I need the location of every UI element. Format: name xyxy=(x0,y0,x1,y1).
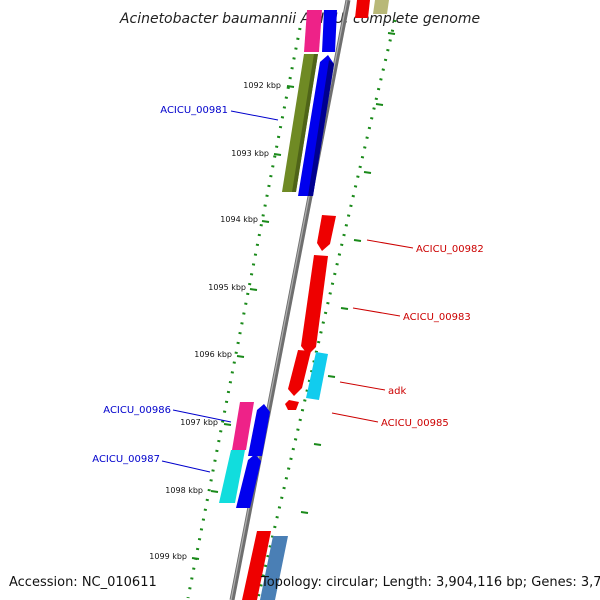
right-major-ticks xyxy=(300,32,396,514)
label-acicu-00982[interactable]: ACICU_00982 xyxy=(416,244,484,255)
kbp-label-1095: 1095 kbp xyxy=(208,283,246,292)
label-acicu-00987[interactable]: ACICU_00987 xyxy=(92,454,160,465)
gene-bottom-steelblue[interactable] xyxy=(260,536,288,600)
map-title: Acinetobacter baumannii ACICU, complete … xyxy=(119,11,480,27)
gene-acicu-00985[interactable] xyxy=(285,400,299,410)
kbp-label-1093: 1093 kbp xyxy=(231,149,269,158)
gene-acicu-00983[interactable] xyxy=(301,255,328,355)
leader-acicu-00985 xyxy=(331,412,379,423)
label-acicu-00986[interactable]: ACICU_00986 xyxy=(103,405,171,416)
label-acicu-00981[interactable]: ACICU_00981 xyxy=(160,105,228,116)
summary-text: Topology: circular; Length: 3,904,116 bp… xyxy=(260,575,600,590)
gene-acicu-00986-bar[interactable] xyxy=(232,402,254,450)
gene-acicu-00982[interactable] xyxy=(317,215,336,251)
accession-text: Accession: NC_010611 xyxy=(9,575,157,590)
leader-adk xyxy=(339,381,386,391)
kbp-label-1097: 1097 kbp xyxy=(180,418,218,427)
kbp-label-1098: 1098 kbp xyxy=(165,486,203,495)
label-adk[interactable]: adk xyxy=(388,386,406,397)
label-acicu-00983[interactable]: ACICU_00983 xyxy=(403,312,471,323)
leader-acicu-00981 xyxy=(230,110,279,121)
leader-acicu-00986 xyxy=(172,409,232,423)
leader-acicu-00983 xyxy=(352,307,401,317)
gene-red-before-adk[interactable] xyxy=(288,350,311,396)
genome-backbone xyxy=(229,0,351,600)
gene-acicu-00986[interactable] xyxy=(248,404,270,456)
kbp-label-1094: 1094 kbp xyxy=(220,215,258,224)
leader-acicu-00987 xyxy=(161,460,211,473)
gene-acicu-00987[interactable] xyxy=(236,454,261,508)
left-tick-track xyxy=(186,27,302,599)
gene-top-blue[interactable] xyxy=(322,10,337,52)
left-major-ticks xyxy=(191,85,295,560)
kbp-label-1092: 1092 kbp xyxy=(243,81,281,90)
leader-acicu-00982 xyxy=(366,239,414,249)
gene-top-olive[interactable] xyxy=(373,0,389,14)
gene-top-red[interactable] xyxy=(355,0,370,18)
gene-bottom-red[interactable] xyxy=(242,531,271,600)
gene-acicu-00987-bar[interactable] xyxy=(219,450,245,503)
kbp-label-1096: 1096 kbp xyxy=(194,350,232,359)
gene-adk[interactable] xyxy=(306,352,328,400)
gene-top-pink[interactable] xyxy=(304,10,322,52)
kbp-label-1099: 1099 kbp xyxy=(149,552,187,561)
label-acicu-00985[interactable]: ACICU_00985 xyxy=(381,418,449,429)
